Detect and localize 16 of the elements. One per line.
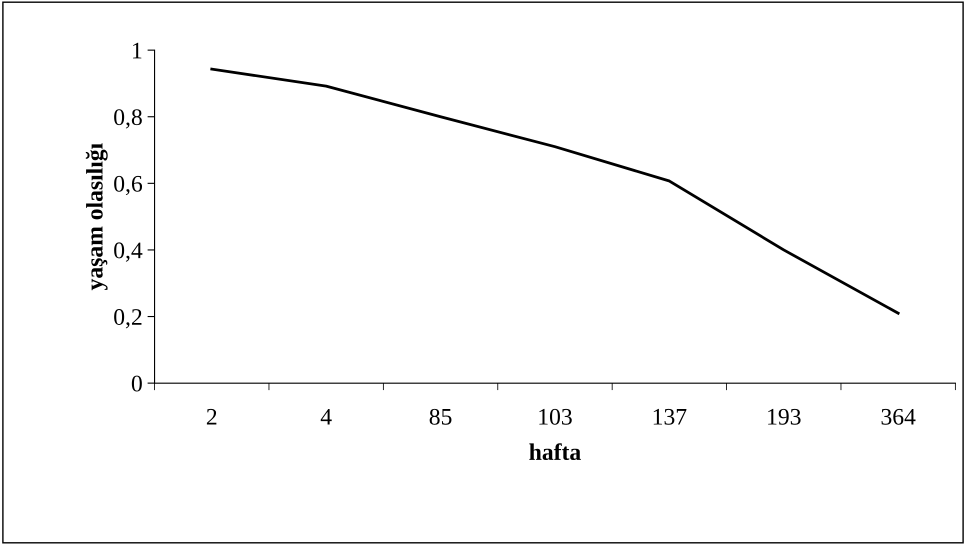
y-tick-label: 0,6	[114, 176, 142, 196]
x-tick-label: 364	[882, 408, 916, 425]
x-tick-label: 85	[430, 408, 452, 425]
x-tick-label: 103	[539, 408, 572, 425]
y-tick-label: 0,8	[114, 109, 142, 129]
x-axis-title: hafta	[529, 443, 581, 460]
x-tick-label: 2	[206, 408, 216, 425]
y-tick-label: 1	[133, 42, 142, 58]
x-tick-label: 4	[320, 408, 332, 425]
line-series	[210, 68, 900, 315]
y-tick-label: 0,2	[114, 309, 142, 328]
y-axis-title: yaşam olasılığı	[86, 143, 108, 290]
x-tick-label: 137	[654, 408, 686, 425]
x-tick-label: 193	[768, 408, 801, 425]
y-tick-label: 0	[132, 376, 142, 392]
y-tick-label: 0,4	[114, 242, 142, 262]
